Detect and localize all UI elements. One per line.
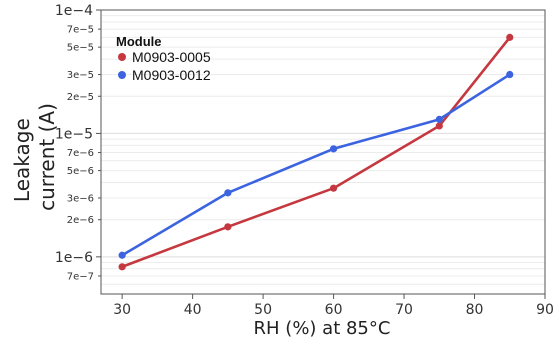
series-line [120, 73, 512, 257]
data-point [118, 251, 126, 259]
y-minor-tick-label: 5e−6 [67, 166, 94, 177]
data-point [224, 223, 232, 231]
plot-frame [100, 9, 546, 295]
y-minor-tick-label: 7e−6 [67, 148, 94, 159]
grid-lines [101, 9, 545, 295]
y-minor-tick-label: 3e−5 [67, 70, 94, 81]
y-minor-tick-label: 3e−6 [67, 193, 94, 204]
y-axis-title: Leakage current (A) [10, 103, 59, 211]
y-minor-tick-label: 7e−7 [67, 271, 94, 282]
y-tick-label: 1e−5 [55, 126, 93, 142]
y-tick-label: 1e−6 [55, 250, 93, 266]
x-tick-label: 80 [466, 302, 484, 318]
data-point [506, 70, 514, 79]
legend-marker [118, 53, 126, 61]
legend-label: M0903-0005 [132, 49, 211, 65]
y-minor-tick-label: 7e−5 [67, 25, 94, 36]
data-point [329, 145, 338, 153]
y-axis-title-line-1: Leakage [10, 118, 34, 202]
legend: Module M0903-0005 M0903-0012 [116, 34, 211, 83]
x-tick-label: 70 [395, 302, 413, 318]
y-axis-title-line-2: current (A) [35, 103, 59, 211]
x-tick-label: 60 [325, 302, 343, 318]
series-M0903-0012 [118, 70, 514, 259]
legend-marker [118, 71, 126, 79]
data-point [118, 263, 126, 271]
series-layer [118, 33, 514, 271]
series-M0903-0005 [118, 33, 514, 271]
x-tick-label: 40 [184, 302, 202, 318]
legend-title: Module [116, 34, 162, 49]
x-tick-label: 30 [113, 302, 131, 318]
x-axis: 30 40 50 60 70 80 90 [113, 294, 554, 318]
data-point [224, 189, 232, 197]
y-minor-tick-label: 2e−6 [67, 215, 94, 226]
y-tick-label: 1e−4 [55, 3, 93, 19]
data-point [435, 122, 443, 130]
data-point [329, 184, 338, 192]
y-axis: 1e−6 1e−5 1e−4 7e−7 2e−6 3e−6 5e−6 7e−6 2e−5 3e−5… [55, 3, 101, 282]
x-axis-title: RH (%) at 85°C [254, 318, 391, 339]
x-tick-label: 50 [254, 302, 272, 318]
legend-label: M0903-0012 [132, 67, 211, 83]
data-point [435, 115, 443, 123]
x-tick-label: 90 [536, 302, 554, 318]
y-minor-tick-label: 2e−5 [67, 92, 94, 103]
data-point [506, 33, 514, 41]
y-minor-tick-label: 5e−5 [67, 43, 94, 54]
